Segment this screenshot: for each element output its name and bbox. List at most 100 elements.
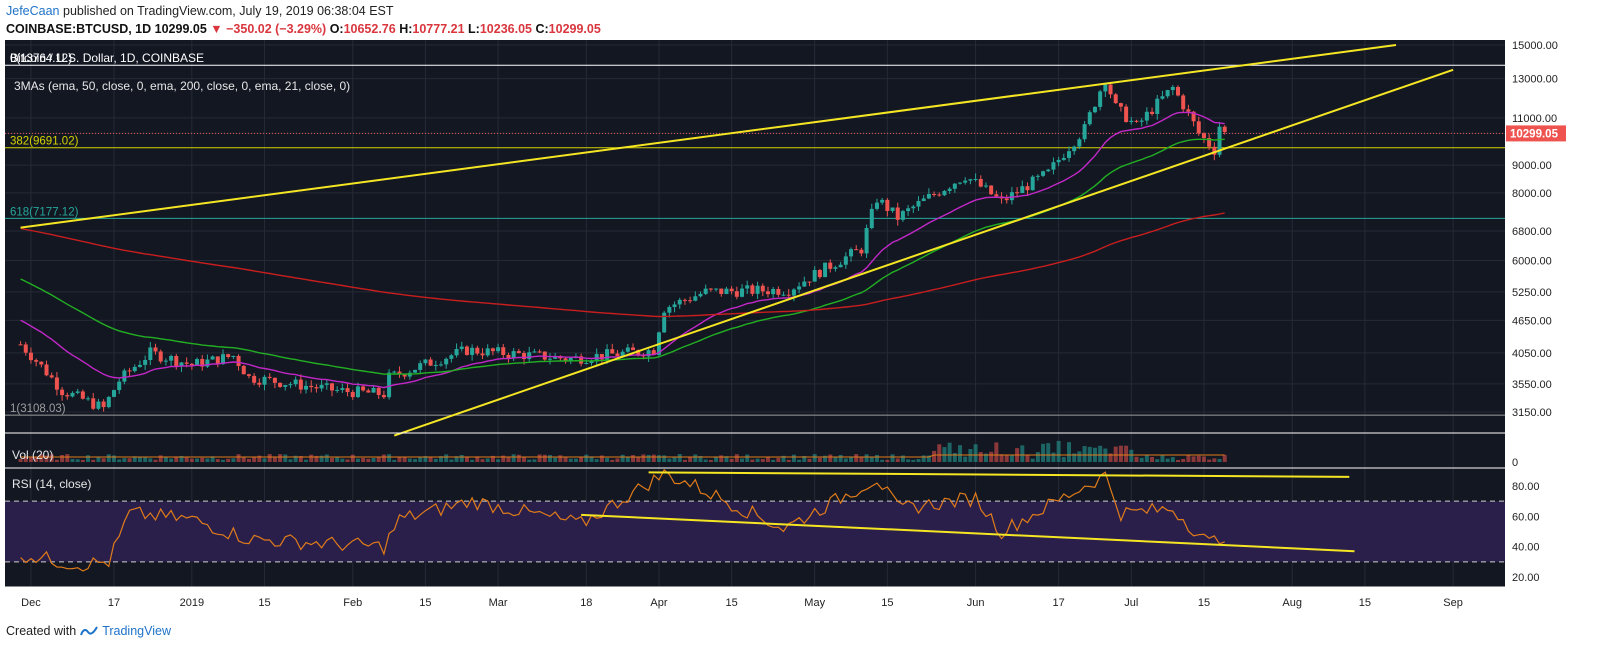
candle-body bbox=[127, 370, 132, 372]
candle-body bbox=[111, 390, 116, 397]
volume-bar bbox=[28, 457, 33, 462]
price-tick-label: 9000.00 bbox=[1512, 160, 1552, 172]
candle-body bbox=[1196, 121, 1201, 134]
candle-body bbox=[319, 384, 324, 389]
rsi-line bbox=[20, 468, 1225, 572]
volume-bar bbox=[1191, 456, 1196, 462]
candle-body bbox=[1217, 126, 1222, 155]
candle-body bbox=[195, 359, 200, 366]
price-ticks: 0 15000.00 13000.00 11000.00 10299.05 9000.00… bbox=[1506, 40, 1566, 584]
candle-body bbox=[952, 183, 957, 189]
volume-bar bbox=[511, 454, 516, 462]
volume-bar bbox=[516, 454, 521, 462]
high-value: 10777.21 bbox=[412, 22, 465, 36]
volume-bar bbox=[278, 454, 283, 462]
volume-bar bbox=[304, 459, 309, 462]
candle-body bbox=[1139, 120, 1144, 122]
candle-body bbox=[1181, 95, 1186, 110]
volume-bar bbox=[506, 457, 511, 462]
volume-bar bbox=[309, 454, 314, 462]
volume-bar bbox=[54, 459, 59, 462]
candle-body bbox=[1077, 139, 1082, 147]
low-value: 10236.05 bbox=[479, 22, 532, 36]
volume-bar bbox=[563, 457, 568, 462]
time-tick-label: 15 bbox=[726, 597, 738, 609]
candle-body bbox=[226, 354, 231, 357]
candle-body bbox=[547, 358, 552, 360]
candle-body bbox=[797, 286, 802, 290]
candle-body bbox=[1186, 109, 1191, 112]
candle-body bbox=[807, 281, 812, 283]
candle-body bbox=[324, 383, 329, 385]
price-tick-label: 15000.00 bbox=[1512, 40, 1558, 52]
price-tick-label: 4650.00 bbox=[1512, 315, 1552, 327]
volume-bar bbox=[163, 457, 168, 462]
volume-bar bbox=[262, 458, 267, 462]
footer: Created with TradingView bbox=[6, 624, 171, 638]
volume-bar bbox=[49, 454, 54, 462]
volume-bar bbox=[496, 459, 501, 462]
candle-body bbox=[60, 389, 65, 396]
volume-bar bbox=[656, 455, 661, 462]
publish-text: published on TradingView.com, July 19, 2… bbox=[59, 4, 394, 18]
trendlines[interactable] bbox=[20, 44, 1454, 553]
volume-bar bbox=[932, 450, 937, 462]
candle-body bbox=[75, 391, 80, 393]
volume-bar bbox=[646, 454, 651, 462]
volume-bar bbox=[387, 454, 392, 462]
candle-body bbox=[843, 256, 848, 265]
volume-bar bbox=[921, 455, 926, 462]
volume-bar bbox=[1222, 454, 1227, 462]
candle-body bbox=[241, 365, 246, 375]
volume-bar bbox=[189, 458, 194, 462]
candle-body bbox=[874, 202, 879, 209]
candle-body bbox=[215, 356, 220, 365]
candle-body bbox=[397, 371, 402, 375]
volume-bars bbox=[18, 440, 1227, 462]
volume-bar bbox=[771, 459, 776, 462]
volume-bar bbox=[106, 454, 111, 462]
candle-body bbox=[1067, 151, 1072, 158]
time-axis[interactable] bbox=[5, 587, 1505, 614]
volume-bar bbox=[314, 455, 319, 462]
author-link[interactable]: JefeCaan bbox=[6, 4, 60, 18]
volume-bar bbox=[23, 457, 28, 462]
rsi-tick-label: 60.00 bbox=[1512, 511, 1540, 523]
candle-body bbox=[682, 299, 687, 301]
volume-bar bbox=[75, 459, 80, 462]
chart-title: Bitcoin / U.S. Dollar, 1D, COINBASE bbox=[10, 51, 204, 65]
volume-bar bbox=[34, 457, 39, 462]
candle-body bbox=[80, 391, 85, 399]
volume-bar bbox=[169, 458, 174, 462]
candle-body bbox=[44, 364, 49, 376]
symbol-label: COINBASE:BTCUSD, 1D bbox=[6, 22, 152, 36]
candle-body bbox=[667, 307, 672, 313]
volume-bar bbox=[708, 459, 713, 462]
volume-bar bbox=[86, 455, 91, 462]
volume-bar bbox=[641, 454, 646, 462]
volume-bar bbox=[838, 454, 843, 462]
rsi-trendline bbox=[581, 513, 1355, 553]
volume-bar bbox=[568, 458, 573, 462]
volume-bar bbox=[143, 457, 148, 462]
volume-bar bbox=[983, 453, 988, 462]
volume-bar bbox=[786, 459, 791, 462]
chart-canvas[interactable]: 0(13764.12) 382(9691.02) 618(7177.12) 1(310… bbox=[0, 38, 1600, 616]
price-tick-label: 11000.00 bbox=[1512, 113, 1557, 125]
candle-body bbox=[989, 185, 994, 195]
volume-bar bbox=[335, 456, 340, 462]
candle-body bbox=[413, 369, 418, 373]
candle-body bbox=[708, 288, 713, 290]
candle-body bbox=[823, 262, 828, 278]
volume-bar bbox=[324, 454, 329, 462]
candle-body bbox=[122, 370, 127, 382]
volume-bar bbox=[1113, 446, 1118, 462]
volume-ma-line bbox=[20, 454, 1225, 458]
time-tick-label: May bbox=[804, 597, 825, 609]
tradingview-link[interactable]: TradingView bbox=[102, 624, 171, 638]
candle-body bbox=[444, 358, 449, 365]
volume-bar bbox=[823, 455, 828, 462]
candle-body bbox=[729, 288, 734, 292]
volume-bar bbox=[423, 456, 428, 462]
candle-body bbox=[314, 387, 319, 389]
